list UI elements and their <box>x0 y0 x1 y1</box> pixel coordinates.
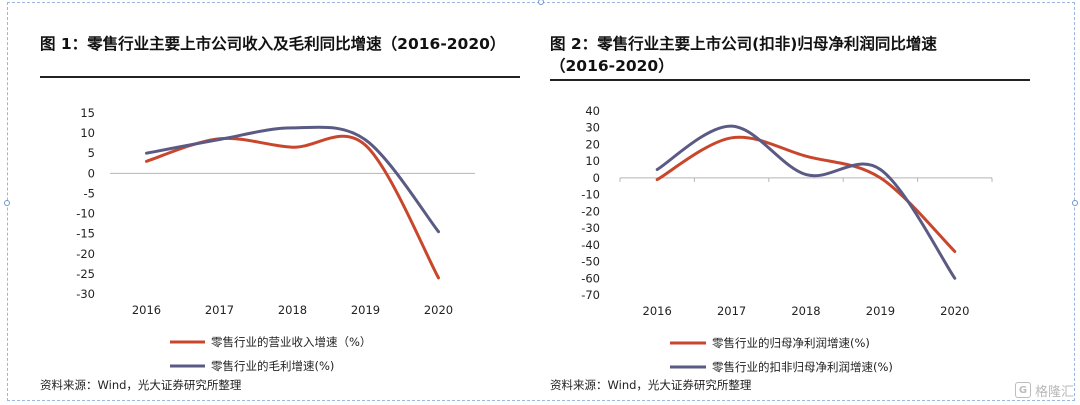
watermark-logo-icon: G <box>1014 382 1031 398</box>
figure-1-source: 资料来源：Wind，光大证券研究所整理 <box>40 378 242 392</box>
figure-1-chart: 15 10 5 0 -5 -10 -15 -20 -25 -30 2016 2017 2018 2019 2… <box>76 106 475 373</box>
legend-label: 零售行业的营业收入增速（%） <box>211 335 371 349</box>
y-tick-label: 15 <box>80 106 95 120</box>
series-line <box>145 134 440 280</box>
y-tick-label: -70 <box>581 288 600 302</box>
figure-2-title-rule <box>550 79 1030 81</box>
x-tick-label: 2019 <box>351 303 380 317</box>
y-tick-label: -60 <box>581 271 600 285</box>
y-tick-label: -25 <box>76 267 95 281</box>
y-tick-label: -5 <box>84 186 95 200</box>
y-tick-label: -40 <box>581 238 600 252</box>
y-tick-label: 5 <box>88 146 95 160</box>
series-line <box>655 124 957 280</box>
x-tick-label: 2018 <box>791 304 820 318</box>
watermark: G 格隆汇 <box>1014 381 1074 400</box>
y-tick-label: -10 <box>76 207 95 221</box>
figure-2-source: 资料来源：Wind，光大证券研究所整理 <box>550 378 752 392</box>
y-tick-label: 10 <box>80 126 95 140</box>
figure-2-title: 图 2：零售行业主要上市公司(扣非)归母净利润同比增速（2016-2020） <box>550 35 937 75</box>
y-tick-label: -10 <box>581 188 600 202</box>
y-tick-label: 20 <box>585 137 600 151</box>
legend-label: 零售行业的毛利增速(%) <box>211 359 334 373</box>
legend-label: 零售行业的扣非归母净利润增速(%) <box>712 360 893 374</box>
y-tick-label: 0 <box>593 171 600 185</box>
x-tick-label: 2017 <box>717 304 746 318</box>
series-line <box>655 135 957 253</box>
y-tick-label: -30 <box>76 287 95 301</box>
figure-2-chart: 40 30 20 10 0 -10 -20 -30 -40 -50 -60 -70 2016 2017 20… <box>581 104 993 374</box>
y-tick-label: 30 <box>585 121 600 135</box>
y-tick-label: -30 <box>581 221 600 235</box>
x-tick-label: 2017 <box>205 303 234 317</box>
figure-1: 图 1：零售行业主要上市公司收入及毛利同比增速（2016-2020） 15 10 5… <box>40 35 520 392</box>
resize-handle-top[interactable] <box>538 0 544 5</box>
watermark-text: 格隆汇 <box>1034 384 1074 400</box>
y-tick-label: -50 <box>581 255 600 269</box>
x-tick-label: 2018 <box>278 303 307 317</box>
x-tick-label: 2016 <box>132 303 161 317</box>
figure-1-title-rule <box>40 76 520 78</box>
resize-handle-right[interactable] <box>1072 200 1078 206</box>
figure-1-title: 图 1：零售行业主要上市公司收入及毛利同比增速（2016-2020） <box>40 35 506 53</box>
y-tick-label: -20 <box>581 204 600 218</box>
y-tick-label: -15 <box>76 227 95 241</box>
y-tick-label: -20 <box>76 247 95 261</box>
x-tick-label: 2020 <box>424 303 453 317</box>
x-tick-label: 2016 <box>643 304 672 318</box>
y-tick-label: 0 <box>88 166 95 180</box>
y-tick-label: 10 <box>585 154 600 168</box>
y-tick-label: 40 <box>585 104 600 118</box>
legend-label: 零售行业的归母净利润增速(%) <box>712 336 870 350</box>
x-tick-label: 2020 <box>940 304 969 318</box>
series-line <box>145 125 440 234</box>
x-tick-label: 2019 <box>866 304 895 318</box>
figure-2: 图 2：零售行业主要上市公司(扣非)归母净利润同比增速（2016-2020） 4… <box>540 0 1080 405</box>
resize-handle-left[interactable] <box>4 200 10 206</box>
